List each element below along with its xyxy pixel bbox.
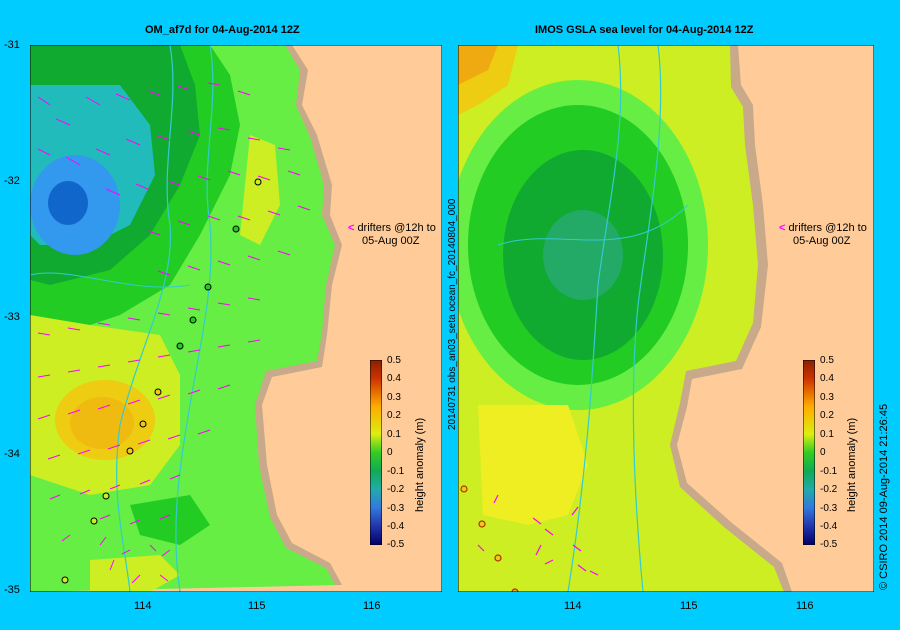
colorbar-tick: 0.5 — [820, 355, 834, 366]
colorbar-tick: 0.4 — [820, 373, 834, 384]
right-lon-tick: 115 — [680, 600, 698, 612]
colorbar-tick: 0.1 — [387, 429, 401, 440]
colorbar-tick: 0.3 — [387, 392, 401, 403]
colorbar-tick: -0.2 — [820, 484, 838, 495]
colorbar-tick: 0.4 — [387, 373, 401, 384]
left-map-svg — [30, 45, 442, 592]
colorbar-tick: 0.1 — [820, 429, 834, 440]
left-colorbar — [369, 359, 383, 546]
colorbar-tick: 0 — [387, 447, 393, 458]
right-panel-title: IMOS GSLA sea level for 04-Aug-2014 12Z — [535, 24, 754, 36]
left-lon-tick: 116 — [363, 600, 381, 612]
colorbar-tick: -0.2 — [387, 484, 405, 495]
left-lon-tick: 114 — [134, 600, 152, 612]
left-drifter-arrows — [37, 82, 311, 584]
colorbar-tick: -0.3 — [387, 503, 405, 514]
credit-timestamp: © CSIRO 2014 09-Aug-2014 21:26:45 — [878, 403, 890, 590]
colorbar-tick: 0.2 — [820, 410, 834, 421]
colorbar-tick: -0.1 — [820, 466, 838, 477]
left-lat-tick: -32 — [4, 175, 20, 187]
colorbar-tick: 0.2 — [387, 410, 401, 421]
left-panel-title: OM_af7d for 04-Aug-2014 12Z — [145, 24, 300, 36]
colorbar-tick: 0 — [820, 447, 826, 458]
colorbar-tick: -0.1 — [387, 466, 405, 477]
drifter-arrow-icon: < — [348, 222, 355, 234]
colorbar-tick: -0.5 — [387, 539, 405, 550]
left-drifter-markers — [61, 178, 262, 584]
colorbar-tick: -0.5 — [820, 539, 838, 550]
colorbar-tick: -0.4 — [820, 521, 838, 532]
left-lat-tick: -35 — [4, 584, 20, 596]
right-drifter-markers — [460, 485, 519, 592]
left-lat-tick: -31 — [4, 39, 20, 51]
left-lat-tick: -34 — [4, 448, 20, 460]
colorbar-tick: -0.3 — [820, 503, 838, 514]
left-lat-tick: -33 — [4, 311, 20, 323]
right-colorbar-gradient — [802, 359, 816, 546]
right-lon-tick: 116 — [796, 600, 814, 612]
left-colorbar-label: height anomaly (m) — [414, 417, 426, 512]
left-colorbar-gradient — [369, 359, 383, 546]
left-map — [30, 45, 442, 592]
right-side-label: 20140731 obs_an03_seta ocean_fc_20140804… — [447, 198, 458, 430]
right-colorbar — [802, 359, 816, 546]
left-lon-tick: 115 — [248, 600, 266, 612]
right-lon-tick: 114 — [564, 600, 582, 612]
colorbar-tick: 0.5 — [387, 355, 401, 366]
drifter-arrow-icon: < — [779, 222, 786, 234]
colorbar-tick: -0.4 — [387, 521, 405, 532]
right-drifter-arrows — [477, 494, 599, 576]
right-drifter-note: < drifters @12h to 05-Aug 00Z — [779, 222, 867, 247]
left-drifter-note: < drifters @12h to 05-Aug 00Z — [348, 222, 436, 247]
right-colorbar-label: height anomaly (m) — [846, 417, 858, 512]
colorbar-tick: 0.3 — [820, 392, 834, 403]
